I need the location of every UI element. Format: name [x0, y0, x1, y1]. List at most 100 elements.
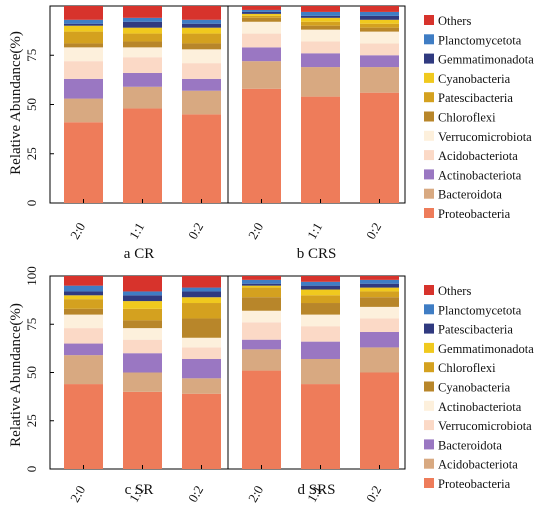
bar-segment-cyanobacteria	[64, 308, 103, 315]
bar-segment-actinobacteriota	[64, 78, 103, 99]
bar-segment-cyanobacteria	[64, 25, 103, 32]
y-tick-label: 50	[24, 98, 39, 111]
bar-segment-planctomycetota	[64, 285, 103, 292]
bar-segment-verrucomicrobiota	[242, 21, 281, 34]
legend-swatch	[424, 420, 434, 431]
bar-segment-acidobacteriota	[64, 355, 103, 385]
bar-segment-actinobacteriota	[360, 55, 399, 68]
bar-segment-others	[64, 276, 103, 286]
bar-segment-patescibacteria	[123, 295, 162, 302]
panel-label: c SR	[125, 482, 154, 498]
legend-label: Gemmatimonadota	[438, 53, 534, 67]
bar-segment-verrucomicrobiota	[123, 47, 162, 58]
bar-segment-planctomycetota	[123, 17, 162, 22]
bar-segment-others	[123, 6, 162, 18]
bar-segment-chloroflexi	[242, 287, 281, 298]
bar-segment-others	[242, 276, 281, 280]
y-axis-label: Relative Abundance(%)	[8, 31, 24, 175]
bar-segment-verrucomicrobiota	[64, 47, 103, 62]
bar-segment-patescibacteria	[242, 283, 281, 286]
bar-segment-cyanobacteria	[242, 297, 281, 311]
x-tick-label: 1:1	[304, 220, 325, 242]
x-tick-label: 0:2	[363, 220, 384, 242]
bar-segment-bacteroidota	[64, 343, 103, 356]
bar-segment-verrucomicrobiota	[360, 31, 399, 44]
y-tick-label: 0	[24, 466, 39, 473]
legend-label: Others	[438, 14, 471, 28]
bar-segment-bacteroidota	[242, 61, 281, 89]
bar-segment-acidobacteriota	[242, 349, 281, 371]
legend-label: Cyanobacteria	[438, 381, 511, 395]
bar-segment-planctomycetota	[123, 291, 162, 296]
bar-segment-acidobacteriota	[123, 372, 162, 392]
x-tick-label: 1:1	[126, 483, 147, 505]
bar-segment-others	[301, 276, 340, 282]
bar-segment-gemmatimonadota	[64, 23, 103, 26]
bar-segment-proteobacteria	[64, 384, 103, 469]
bar-segment-chloroflexi	[64, 299, 103, 309]
bar-segment-patescibacteria	[64, 31, 103, 44]
bar-segment-chloroflexi	[182, 303, 221, 319]
bar-segment-verrucomicrobiota	[301, 29, 340, 42]
y-tick-label: 25	[24, 147, 39, 160]
bar-segment-planctomycetota	[360, 11, 399, 16]
bar-segment-planctomycetota	[182, 287, 221, 292]
x-tick-label: 1:1	[126, 220, 147, 242]
bar-segment-others	[242, 6, 281, 10]
legend-label: Chloroflexi	[438, 361, 496, 375]
x-tick-label: 0:2	[185, 220, 206, 242]
bar-segment-bacteroidota	[360, 331, 399, 348]
bar-segment-actinobacteriota	[182, 337, 221, 348]
bar-segment-cyanobacteria	[182, 318, 221, 338]
bar-segment-bacteroidota	[360, 67, 399, 93]
bar-segment-patescibacteria	[182, 33, 221, 44]
bar-segment-chloroflexi	[242, 17, 281, 22]
bar-segment-planctomycetota	[301, 281, 340, 286]
chart-group-1: 0 25 50 75 100 Relative Abundance(%) 2:0 1:1 0:2…	[8, 266, 534, 504]
legend-label: Verrucomicrobiota	[438, 419, 532, 433]
bar-segment-cyanobacteria	[301, 303, 340, 315]
panel-label: a CR	[124, 246, 154, 262]
bar-segment-bacteroidota	[64, 98, 103, 123]
x-tick-label: 2:0	[67, 483, 88, 505]
bar-segment-patescibacteria	[360, 23, 399, 28]
bar-segment-actinobacteriota	[182, 78, 221, 91]
bar-segment-bacteroidota	[182, 358, 221, 379]
bar-segment-gemmatimonadota	[64, 295, 103, 300]
bar-segment-actinobacteriota	[64, 314, 103, 329]
bar-segment-verrucomicrobiota	[123, 339, 162, 354]
bar-segment-proteobacteria	[360, 372, 399, 469]
bar-segment-patescibacteria	[64, 291, 103, 296]
bar-segment-proteobacteria	[123, 391, 162, 469]
bar-segment-chloroflexi	[182, 43, 221, 50]
bar-segment-chloroflexi	[301, 25, 340, 30]
bar-segment-verrucomicrobiota	[182, 49, 221, 64]
legend-swatch	[424, 92, 434, 103]
bar-segment-verrucomicrobiota	[360, 318, 399, 332]
bar-segment-patescibacteria	[301, 285, 340, 290]
bar-segment-planctomycetota	[182, 19, 221, 24]
legend-swatch	[424, 342, 434, 353]
legend-swatch	[424, 478, 434, 488]
legend-label: Bacteroidota	[438, 188, 502, 202]
bar-segment-proteobacteria	[64, 122, 103, 203]
bar-segment-proteobacteria	[242, 88, 281, 203]
y-tick-label: 75	[24, 49, 39, 62]
bar-segment-others	[182, 6, 221, 20]
bar-segment-gemmatimonadota	[123, 301, 162, 309]
bar-segment-chloroflexi	[360, 27, 399, 32]
legend-label: Gemmatimonadota	[438, 342, 534, 356]
bar-segment-acidobacteriota	[360, 347, 399, 373]
legend-label: Bacteroidota	[438, 438, 502, 452]
bar-segment-cyanobacteria	[123, 320, 162, 329]
bar-segment-gemmatimonadota	[182, 23, 221, 28]
bar-segment-others	[301, 6, 340, 12]
bar-segment-others	[360, 6, 399, 12]
bar-segment-acidobacteriota	[64, 61, 103, 79]
bar-segment-planctomycetota	[301, 11, 340, 16]
bar-segment-bacteroidota	[242, 339, 281, 350]
legend-label: Verrucomicrobiota	[438, 130, 532, 144]
bar-segment-actinobacteriota	[123, 328, 162, 340]
bar-segment-proteobacteria	[360, 92, 399, 203]
